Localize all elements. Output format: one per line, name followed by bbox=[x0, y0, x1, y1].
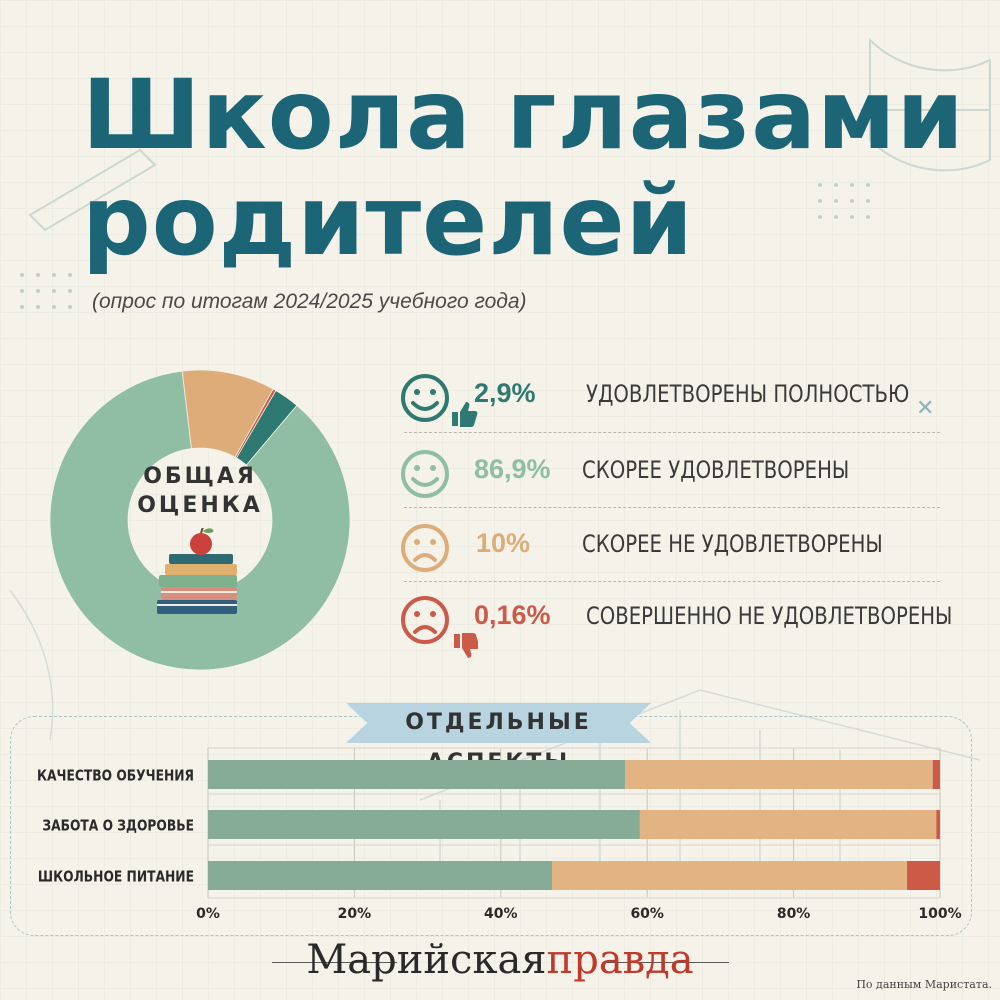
books-apple-icon bbox=[157, 528, 237, 614]
aspects-heading: ОТДЕЛЬНЫЕ АСПЕКТЫ bbox=[405, 710, 592, 775]
x-tick-label: 80% bbox=[777, 906, 811, 922]
brand-part-1: Марийская bbox=[306, 937, 547, 983]
legend-label: СОВЕРШЕННО НЕ УДОВЛЕТВОРЕНЫ bbox=[586, 602, 953, 630]
x-tick-label: 20% bbox=[338, 906, 372, 922]
sad-icon bbox=[401, 524, 449, 572]
bar-segment bbox=[639, 810, 937, 839]
close-x-icon: ✕ bbox=[916, 396, 935, 421]
x-tick-label: 40% bbox=[484, 906, 518, 922]
legend-divider bbox=[404, 507, 940, 508]
legend-pct: 2,9% bbox=[474, 378, 536, 408]
legend-pct: 86,9% bbox=[474, 454, 551, 484]
title-line-1: Школа глазами bbox=[82, 59, 965, 171]
smile-thumbs-up-icon bbox=[401, 374, 478, 427]
overall-donut-chart bbox=[49, 369, 351, 671]
x-tick-label: 60% bbox=[630, 906, 664, 922]
legend-label: СКОРЕЕ НЕ УДОВЛЕТВОРЕНЫ bbox=[582, 530, 883, 558]
brand-line-right bbox=[604, 962, 729, 963]
bar-segment bbox=[936, 810, 940, 839]
legend-divider bbox=[404, 581, 940, 582]
legend-divider bbox=[404, 432, 940, 433]
subtitle: (опрос по итогам 2024/2025 учебного года… bbox=[92, 290, 527, 313]
page-title: Школа глазами родителей bbox=[82, 62, 965, 274]
brand-line-left bbox=[272, 962, 397, 963]
bar-segment bbox=[208, 861, 553, 890]
bar-segment bbox=[208, 760, 626, 789]
bar-segment bbox=[907, 861, 940, 890]
source-note: По данным Маристата. bbox=[856, 978, 992, 991]
aspects-ribbon bbox=[346, 703, 651, 743]
bar-category-label: ЗАБОТА О ЗДОРОВЬЕ bbox=[42, 817, 194, 834]
smile-icon bbox=[401, 450, 449, 498]
title-line-2: родителей bbox=[82, 165, 694, 277]
donut-slice-4 bbox=[234, 388, 277, 459]
x-tick-label: 0% bbox=[196, 906, 220, 922]
legend-pct: 0,16% bbox=[474, 600, 551, 630]
bar-segment bbox=[625, 760, 933, 789]
bar-segment bbox=[552, 861, 908, 890]
donut-label-line-2: ОЦЕНКА bbox=[137, 493, 263, 518]
bar-category-label: ШКОЛЬНОЕ ПИТАНИЕ bbox=[38, 868, 194, 885]
legend-row-rather-unsatisfied: 10% СКОРЕЕ НЕ УДОВЛЕТВОРЕНЫ bbox=[398, 514, 943, 586]
bar-segment bbox=[208, 810, 640, 839]
aspects-bar-chart: КАЧЕСТВО ОБУЧЕНИЯ ЗАБОТА О ЗДОРОВЬЕ ШКОЛЬН… bbox=[37, 747, 962, 922]
legend-row-fully-satisfied: 2,9% УДОВЛЕТВОРЕНЫ ПОЛНОСТЬЮ bbox=[398, 364, 943, 436]
legend-row-rather-satisfied: 86,9% СКОРЕЕ УДОВЛЕТВОРЕНЫ bbox=[398, 440, 943, 512]
legend-label: УДОВЛЕТВОРЕНЫ ПОЛНОСТЬЮ bbox=[586, 380, 910, 408]
x-tick-label: 100% bbox=[918, 906, 961, 922]
legend-row-fully-unsatisfied: 0,16% СОВЕРШЕННО НЕ УДОВЛЕТВОРЕНЫ bbox=[398, 586, 952, 658]
sad-thumbs-down-icon bbox=[401, 596, 478, 658]
brand-part-2: правда bbox=[546, 937, 694, 983]
bar-segment bbox=[932, 760, 940, 789]
legend-label: СКОРЕЕ УДОВЛЕТВОРЕНЫ bbox=[582, 456, 850, 484]
bar-category-label: КАЧЕСТВО ОБУЧЕНИЯ bbox=[37, 767, 194, 784]
brand-logo: Марийскаяправда bbox=[0, 930, 1000, 990]
donut-center-label: ОБЩАЯ ОЦЕНКА bbox=[125, 462, 275, 520]
donut-label-line-1: ОБЩАЯ bbox=[143, 464, 257, 489]
legend-pct: 10% bbox=[476, 528, 531, 558]
